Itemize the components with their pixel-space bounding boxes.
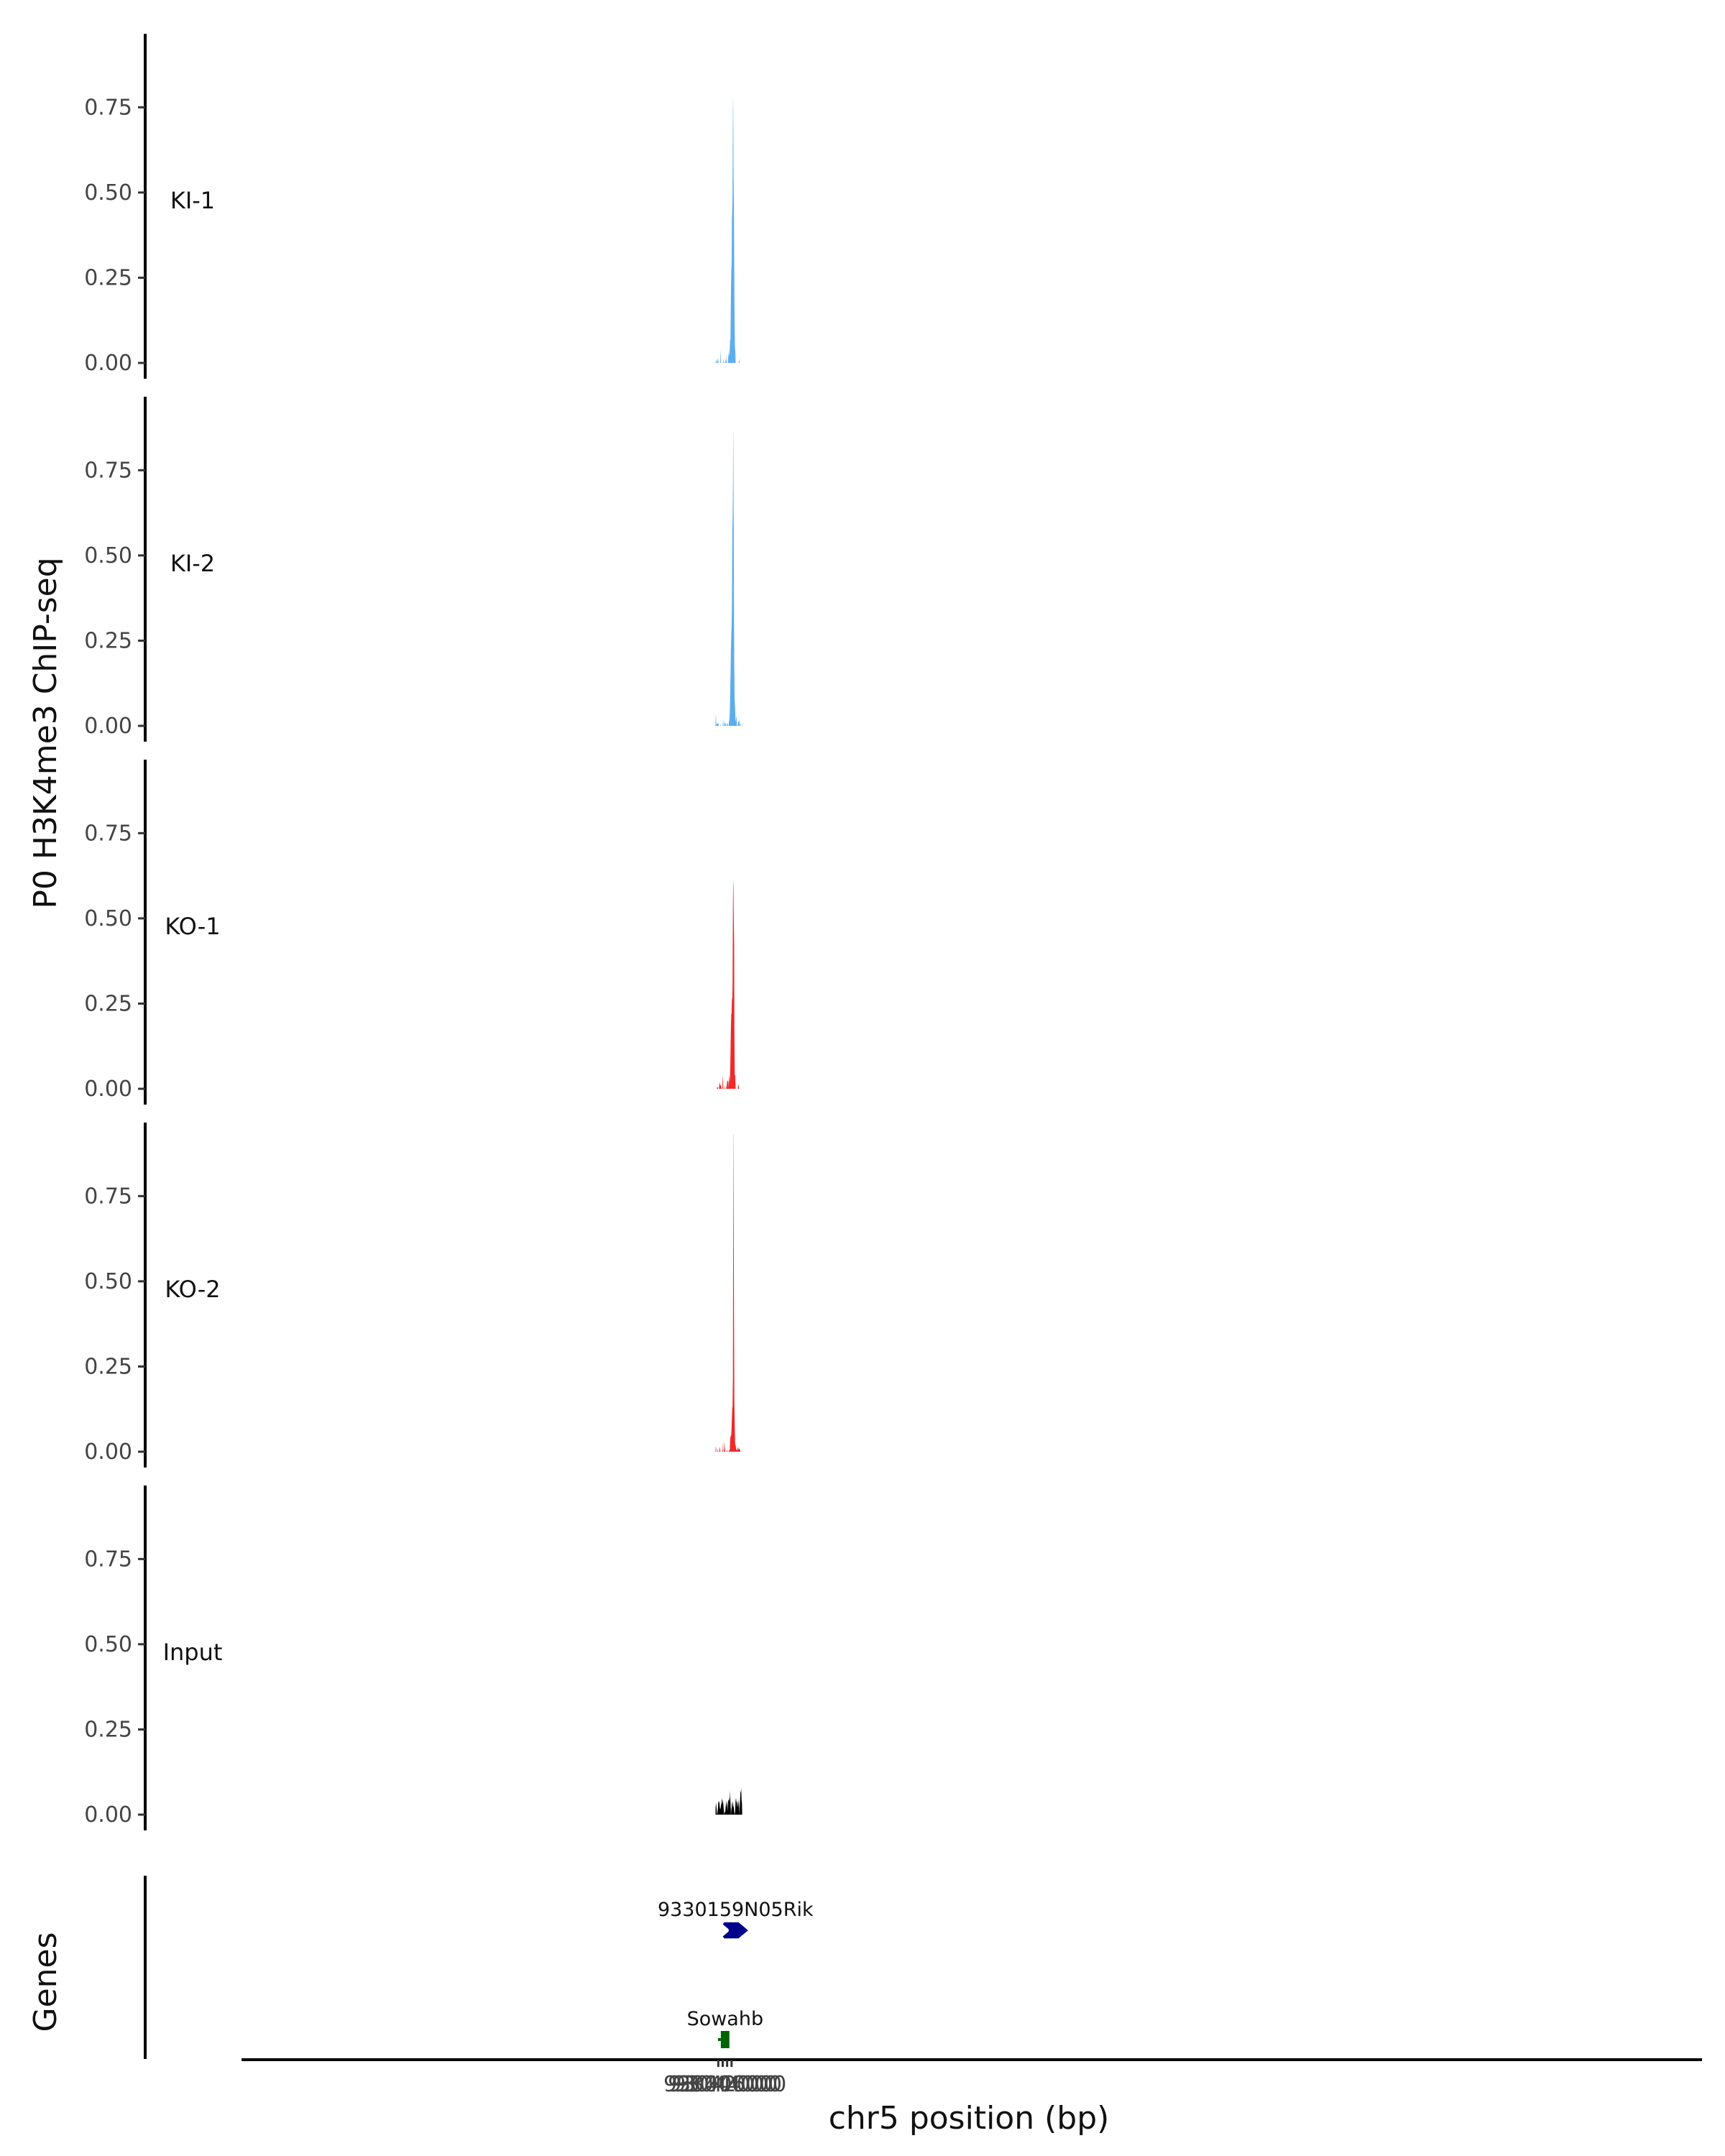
gene-block [720,2031,730,2048]
x-tick-label: 93046000 [676,2072,786,2097]
x-tick-label: 93044000 [672,2072,782,2097]
tracks: 0.00 0.25 0.50 0.75 KI-1 0.00 0.25 0.50 0.75 KI-2… [84,34,742,1830]
y-tick-label: 0.75 [84,95,132,120]
y-tick-label: 0.75 [84,1184,132,1209]
x-tick-label: 93042000 [668,2072,778,2097]
y-tick-label: 0.50 [84,1632,132,1657]
y-tick-label: 0.00 [84,1802,132,1828]
track-ko-1: 0.00 0.25 0.50 0.75 KO-1 [84,760,740,1105]
signal-area-input [715,1787,742,1815]
y-tick-label: 0.00 [84,1077,132,1102]
gene-9330159n05rik: 9330159N05Rik [658,1899,814,1939]
y-tick-label: 0.00 [84,351,132,376]
gene-label: Sowahb [687,2008,764,2030]
signal-area-ki-2 [715,433,742,726]
y-tick-label: 0.50 [84,543,132,568]
y-tick-label: 0.00 [84,1439,132,1465]
y-tick-label: 0.25 [84,991,132,1016]
genes-track-title: Genes [27,1932,64,2032]
track-label: Input [163,1639,223,1666]
y-tick-label: 0.75 [84,821,132,846]
signal-area-ko-2 [715,1135,741,1452]
y-axis-title: P0 H3K4me3 ChIP-seq [27,557,64,908]
track-label: KI-2 [170,550,215,577]
y-tick-label: 0.50 [84,906,132,931]
y-tick-label: 0.75 [84,1547,132,1572]
gene-sowahb: Sowahb [687,2008,764,2048]
gene-label: 9330159N05Rik [658,1899,814,1921]
track-ki-2: 0.00 0.25 0.50 0.75 KI-2 [84,397,742,742]
track-input: 0.00 0.25 0.50 0.75 Input [84,1485,742,1830]
strand-arrow [736,1922,748,1939]
y-tick-label: 0.00 [84,714,132,739]
y-tick-label: 0.50 [84,180,132,206]
track-ki-1: 0.00 0.25 0.50 0.75 KI-1 [84,34,740,379]
y-tick-label: 0.25 [84,265,132,290]
y-tick-label: 0.50 [84,1269,132,1294]
signal-area-ki-1 [715,100,740,364]
y-tick-label: 0.25 [84,1354,132,1379]
y-tick-label: 0.75 [84,458,132,483]
x-tick-label: 93040000 [663,2072,773,2097]
y-tick-label: 0.25 [84,1717,132,1742]
track-label: KI-1 [170,187,215,214]
signal-area-ko-1 [717,880,740,1089]
track-label: KO-2 [165,1276,220,1303]
gene-track: 9330159N05Rik Sowahb [144,1876,814,2059]
x-axis-title: chr5 position (bp) [829,2100,1110,2137]
y-tick-label: 0.25 [84,628,132,653]
track-ko-2: 0.00 0.25 0.50 0.75 KO-2 [84,1123,741,1468]
track-label: KO-1 [165,913,220,940]
